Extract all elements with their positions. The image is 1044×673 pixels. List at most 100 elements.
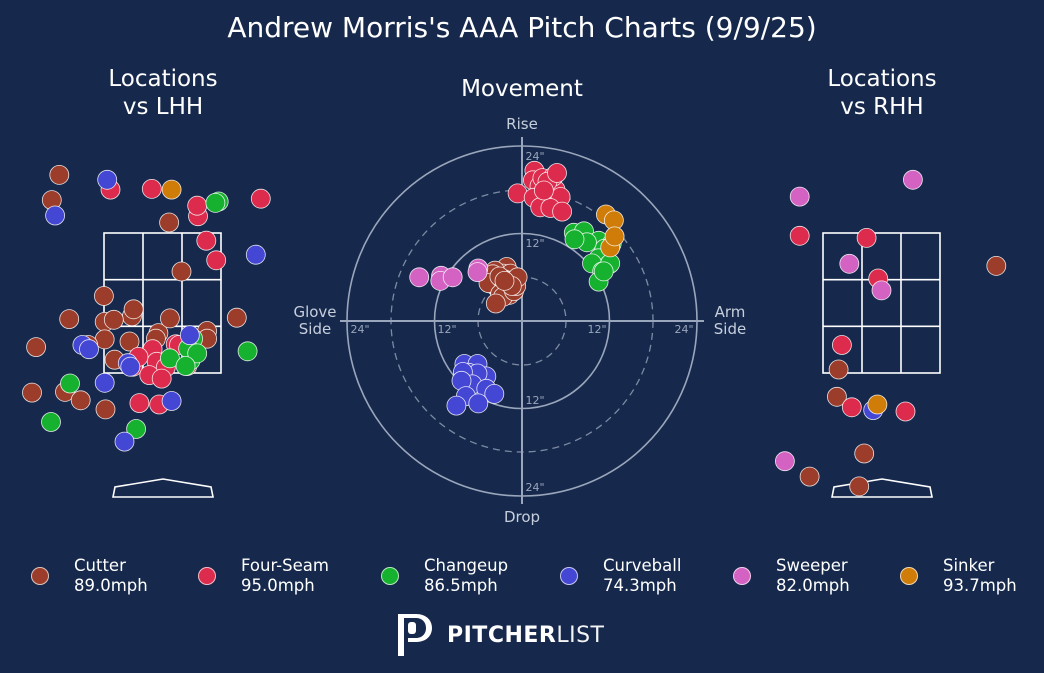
chart-title: Andrew Morris's AAA Pitch Charts (9/9/25… <box>227 11 817 44</box>
panel-title-rhh-line1: Locations <box>827 66 937 92</box>
movement-cutter-point <box>485 293 506 314</box>
legend-velo-cutter: 89.0mph <box>74 576 148 595</box>
rhh-four-seam-point <box>895 401 916 422</box>
lhh-curveball-point <box>94 372 115 393</box>
axis-label-rise: Rise <box>506 115 538 133</box>
axis-label-arm-side-2: Side <box>714 320 746 338</box>
lhh-cutter-point <box>103 309 124 330</box>
lhh-changeup-point <box>237 341 258 362</box>
lhh-four-seam-point <box>196 230 217 251</box>
axis-label-glove-side-2: Side <box>299 320 331 338</box>
panel-title-lhh-line1: Locations <box>108 66 218 92</box>
lhh-cutter-point <box>49 164 70 185</box>
movement-curveball-point <box>484 383 505 404</box>
lhh-cutter-point <box>159 212 180 233</box>
movement-four-seam-point <box>534 180 554 201</box>
lhh-cutter-point <box>95 399 116 420</box>
panel-title-movement-text: Movement <box>461 76 583 102</box>
tick-bottom-12: 12" <box>525 394 544 407</box>
lhh-curveball-point <box>45 205 65 226</box>
rhh-cutter-point <box>828 359 849 380</box>
movement-changeup-point <box>564 229 585 250</box>
rhh-sweeper-point <box>839 253 860 274</box>
panel-title-rhh-line2: vs RHH <box>840 94 924 120</box>
tick-right-12: 12" <box>587 323 606 336</box>
lhh-curveball-point <box>79 339 99 360</box>
legend-label-sweeper: Sweeper <box>776 556 848 575</box>
axis-label-arm-side: Arm <box>715 303 746 321</box>
home-plate-rhh <box>831 478 933 498</box>
tick-left-12: 12" <box>437 323 456 336</box>
legend-swatch-sweeper <box>733 567 751 585</box>
lhh-changeup-point <box>187 343 208 364</box>
lhh-cutter-point <box>26 337 46 358</box>
home-plate-lhh <box>112 478 214 498</box>
movement-sweeper-point <box>467 262 488 283</box>
lhh-changeup-point <box>126 419 147 439</box>
legend-label-curveball: Curveball <box>603 556 682 575</box>
rhh-cutter-point <box>827 386 847 407</box>
lhh-four-seam-point <box>141 178 162 199</box>
movement-curveball-point <box>468 393 489 414</box>
lhh-changeup-point <box>41 412 61 432</box>
panel-title-lhh-line2: vs LHH <box>122 94 204 120</box>
lhh-sinker-point <box>161 179 182 200</box>
lhh-four-seam-point <box>129 393 150 414</box>
legend-velo-four-seam: 95.0mph <box>241 576 315 595</box>
lhh-curveball-point <box>114 431 135 452</box>
legend-label-cutter: Cutter <box>74 556 126 575</box>
lhh-cutter-point <box>226 307 247 328</box>
panel-title-rhh: Locations vs RHH <box>782 65 982 121</box>
lhh-cutter-point <box>123 299 144 320</box>
pitcherlist-logo: PITCHERLIST <box>394 612 634 658</box>
legend-label-four-seam: Four-Seam <box>241 556 329 575</box>
legend-swatch-sinker <box>900 567 918 585</box>
rhh-cutter-point <box>799 466 820 487</box>
points-lhh <box>22 164 271 452</box>
pitcherlist-p-icon <box>398 614 432 656</box>
rhh-cutter-point <box>854 443 875 464</box>
panel-title-lhh: Locations vs LHH <box>63 65 263 121</box>
tick-right-24: 24" <box>674 323 693 336</box>
lhh-changeup-point <box>175 356 196 376</box>
points-rhh <box>775 169 1007 497</box>
movement-four-seam-point <box>552 201 572 222</box>
rhh-sinker-point <box>867 394 888 415</box>
legend: Cutter 89.0mph Four-Seam 95.0mph Changeu… <box>0 555 1044 605</box>
rhh-four-seam-point <box>841 397 862 418</box>
lhh-cutter-point <box>70 390 91 411</box>
legend-velo-curveball: 74.3mph <box>603 576 677 595</box>
axis-label-glove-side: Glove <box>293 303 336 321</box>
axis-label-drop: Drop <box>504 508 540 526</box>
legend-label-sinker: Sinker <box>943 556 995 575</box>
legend-swatch-cutter <box>31 567 49 585</box>
lhh-four-seam-point <box>206 250 227 271</box>
lhh-cutter-point <box>22 382 42 403</box>
rhh-cutter-point <box>849 476 870 497</box>
rhh-four-seam-point <box>832 335 852 355</box>
legend-swatch-curveball <box>560 567 578 585</box>
tick-bottom-24: 24" <box>525 481 544 494</box>
lhh-four-seam-point <box>187 195 208 216</box>
lhh-four-seam-point <box>250 188 271 209</box>
movement-sweeper-point <box>409 267 430 288</box>
movement-changeup-point <box>593 261 614 282</box>
lhh-changeup-point <box>60 373 80 394</box>
legend-velo-sinker: 93.7mph <box>943 576 1017 595</box>
tick-top-24: 24" <box>525 150 544 163</box>
legend-velo-sweeper: 82.0mph <box>776 576 850 595</box>
lhh-cutter-point <box>119 331 140 352</box>
lhh-curveball-point <box>245 244 266 265</box>
panel-title-movement: Movement <box>422 75 622 103</box>
movement-sweeper-point <box>442 267 463 288</box>
movement-four-seam-point <box>547 163 567 183</box>
movement-curveball-point <box>446 395 467 416</box>
lhh-four-seam-point <box>151 368 172 389</box>
lhh-cutter-point <box>159 308 180 329</box>
legend-swatch-changeup <box>381 567 399 585</box>
points-movement <box>409 160 625 416</box>
lhh-cutter-point <box>94 286 114 306</box>
tick-left-24: 24" <box>350 323 369 336</box>
movement-sinker-point <box>604 226 625 247</box>
